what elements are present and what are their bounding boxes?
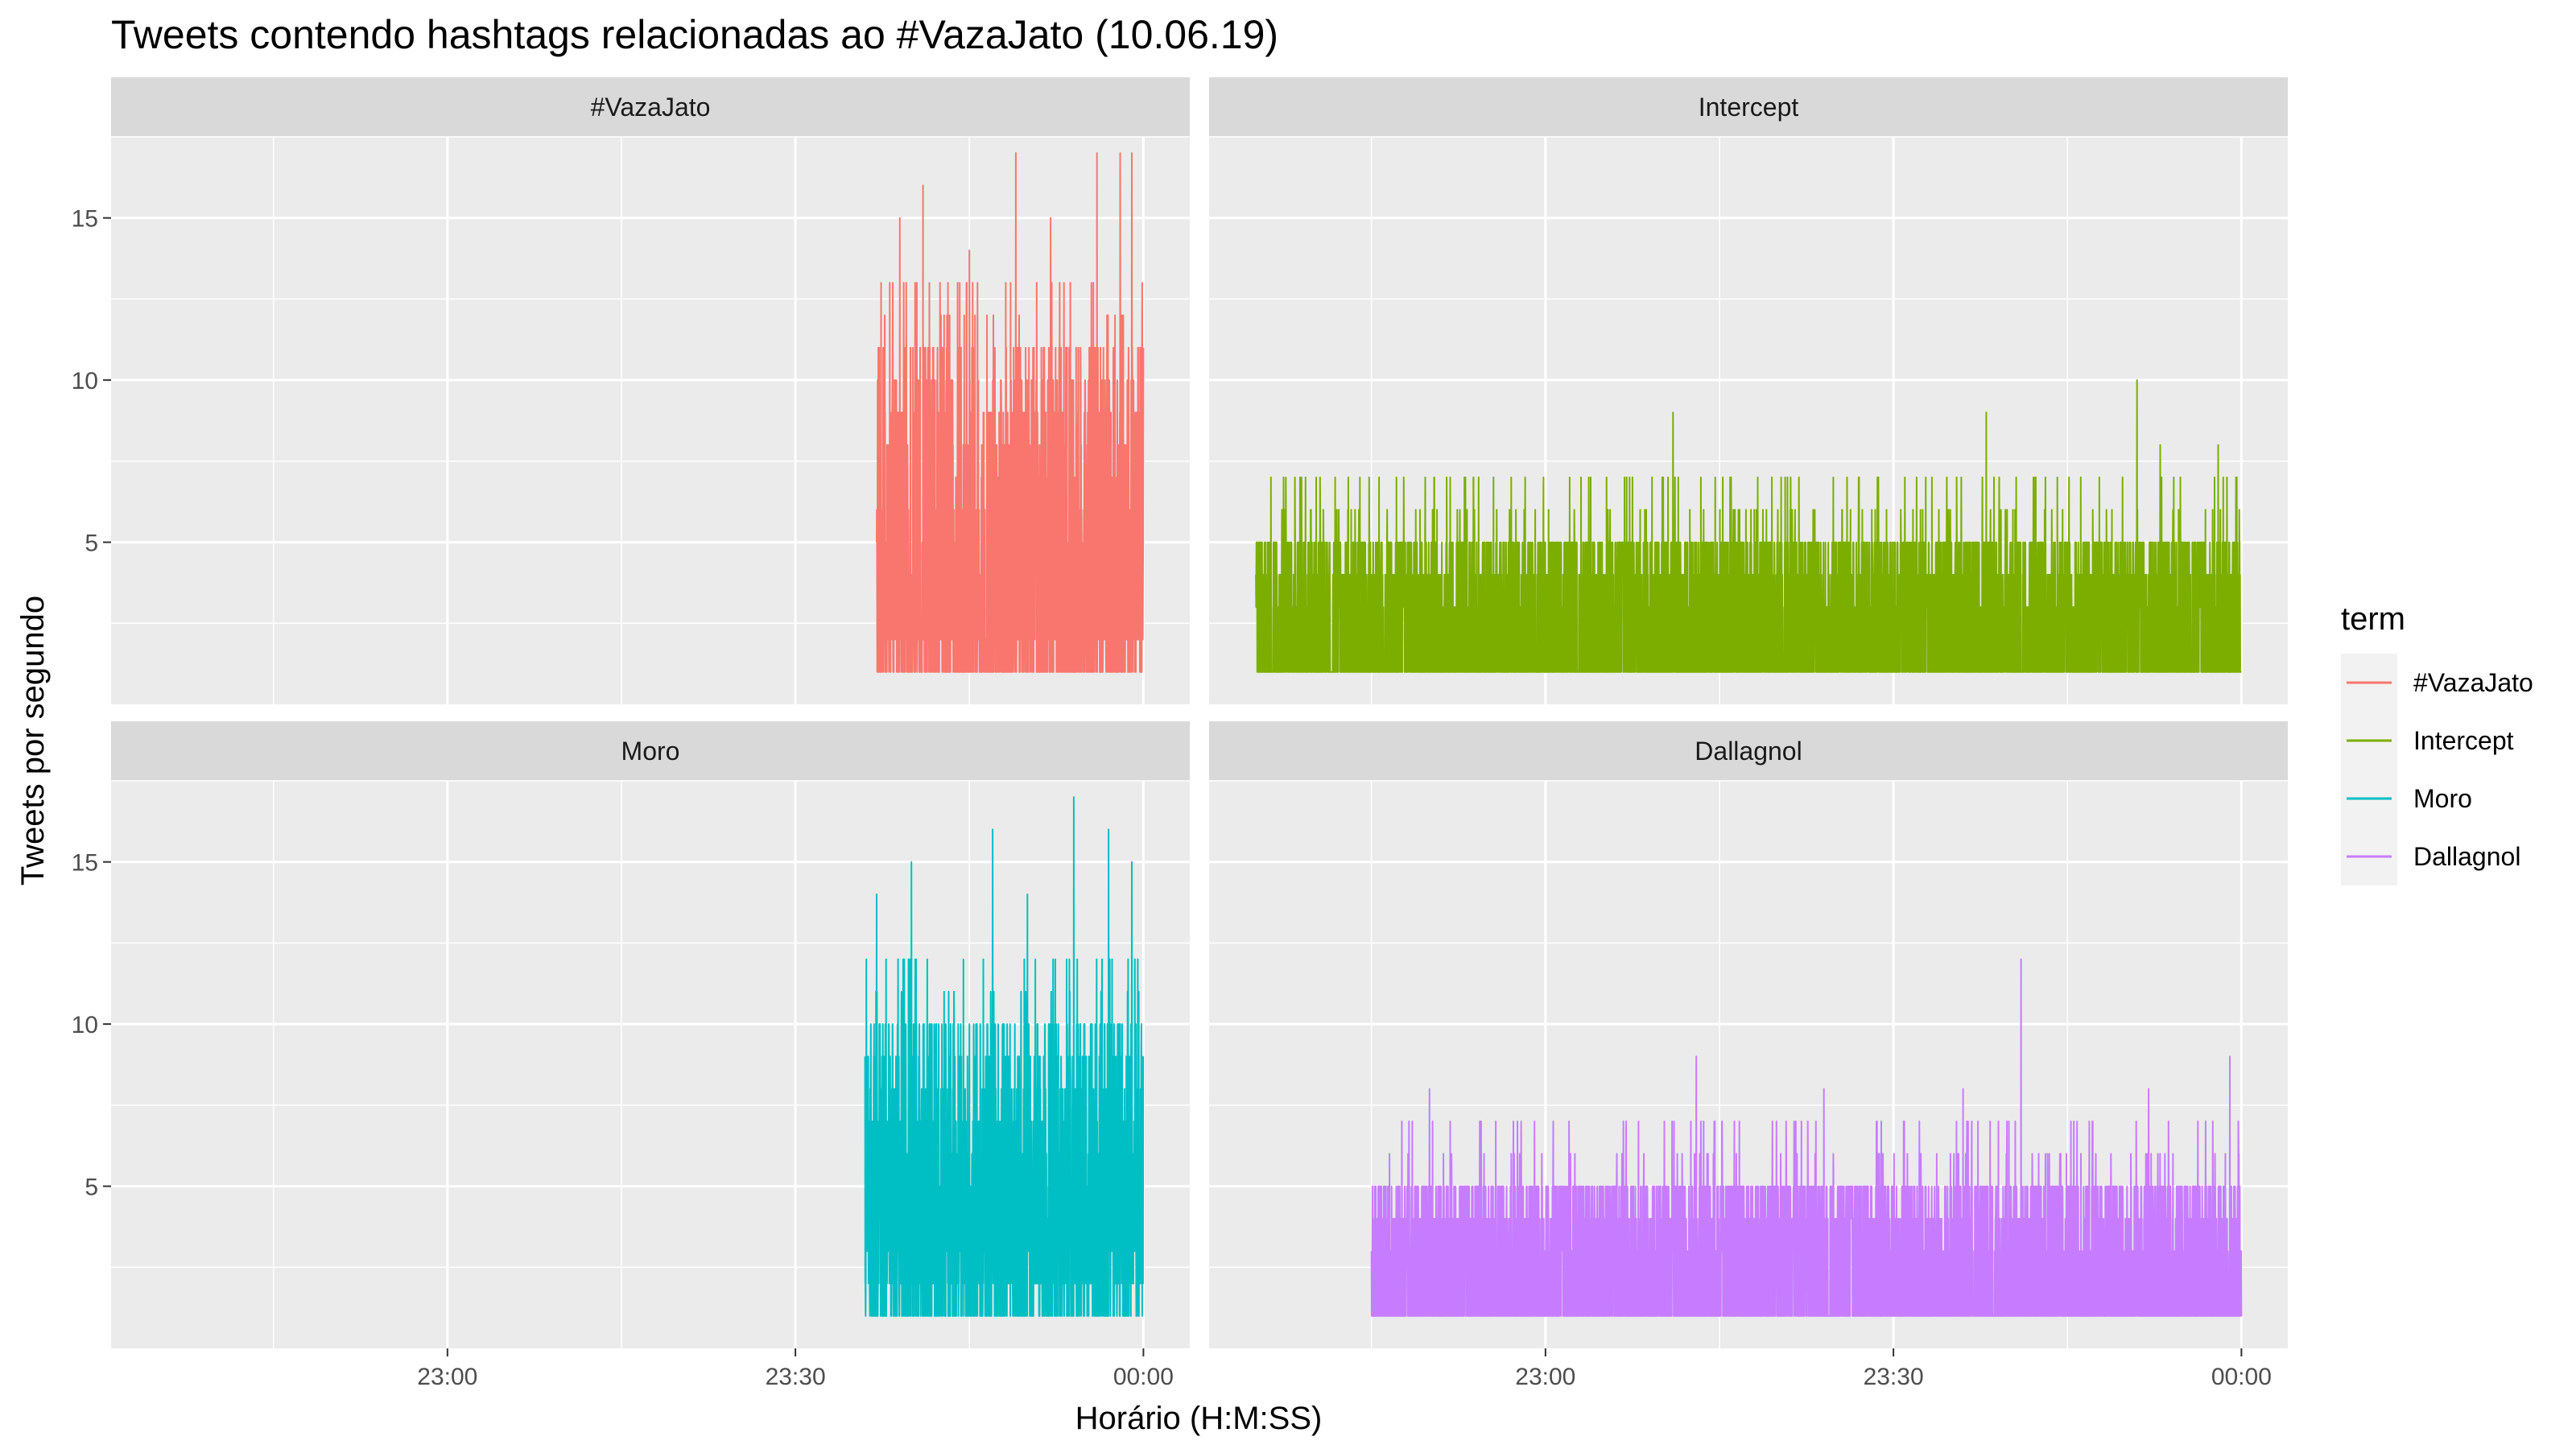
- panel-dallagnol: Dallagnol 23:00 23:30 00:00: [1209, 721, 2288, 1390]
- strip-label-moro: Moro: [621, 737, 680, 766]
- facet-panels: #VazaJato 5 10 15 Intercept Moro 5 10 15 23:00 23:…: [72, 77, 2288, 1390]
- x-tick-label: 23:00: [417, 1364, 477, 1390]
- legend-title: term: [2341, 601, 2405, 637]
- y-axis-label: Tweets por segundo: [15, 596, 51, 886]
- legend-label-dallagnol: Dallagnol: [2413, 842, 2520, 871]
- strip-moro: [111, 721, 1190, 781]
- x-tick-label: 23:00: [1515, 1364, 1575, 1390]
- strip-label-intercept: Intercept: [1699, 93, 1799, 122]
- legend-label-moro: Moro: [2413, 784, 2472, 813]
- series-line-dallagnol: [1370, 958, 2243, 1317]
- panel-vazajato: #VazaJato 5 10 15: [72, 77, 1190, 704]
- x-tick-label: 00:00: [2211, 1364, 2272, 1390]
- legend: term #VazaJato Intercept Moro Dallagnol: [2341, 601, 2533, 886]
- y-tick-label: 10: [72, 368, 98, 394]
- x-axis-label: Horário (H:M:SS): [1075, 1401, 1323, 1436]
- y-tick-label: 15: [72, 850, 98, 877]
- series-line-moro: [864, 796, 1145, 1317]
- legend-label-intercept: Intercept: [2413, 726, 2514, 755]
- series-line-vazajato: [876, 152, 1145, 673]
- strip-dallagnol: [1209, 721, 2288, 781]
- legend-label-vazajato: #VazaJato: [2413, 668, 2533, 697]
- strip-label-vazajato: #VazaJato: [591, 93, 711, 122]
- panel-intercept: Intercept: [1209, 77, 2288, 704]
- panel-moro: Moro 5 10 15 23:00 23:30 00:00: [72, 721, 1190, 1390]
- x-tick-label: 23:30: [1864, 1364, 1924, 1390]
- series-line-intercept: [1254, 379, 2243, 673]
- strip-vazajato: [111, 77, 1190, 137]
- y-tick-label: 15: [72, 206, 98, 233]
- y-tick-label: 5: [85, 530, 98, 557]
- y-tick-label: 5: [85, 1174, 98, 1201]
- y-tick-label: 10: [72, 1012, 98, 1038]
- chart-title: Tweets contendo hashtags relacionadas ao…: [111, 12, 1278, 57]
- strip-label-dallagnol: Dallagnol: [1695, 737, 1802, 766]
- strip-intercept: [1209, 77, 2288, 137]
- x-tick-label: 23:30: [766, 1364, 826, 1390]
- x-tick-label: 00:00: [1113, 1364, 1174, 1390]
